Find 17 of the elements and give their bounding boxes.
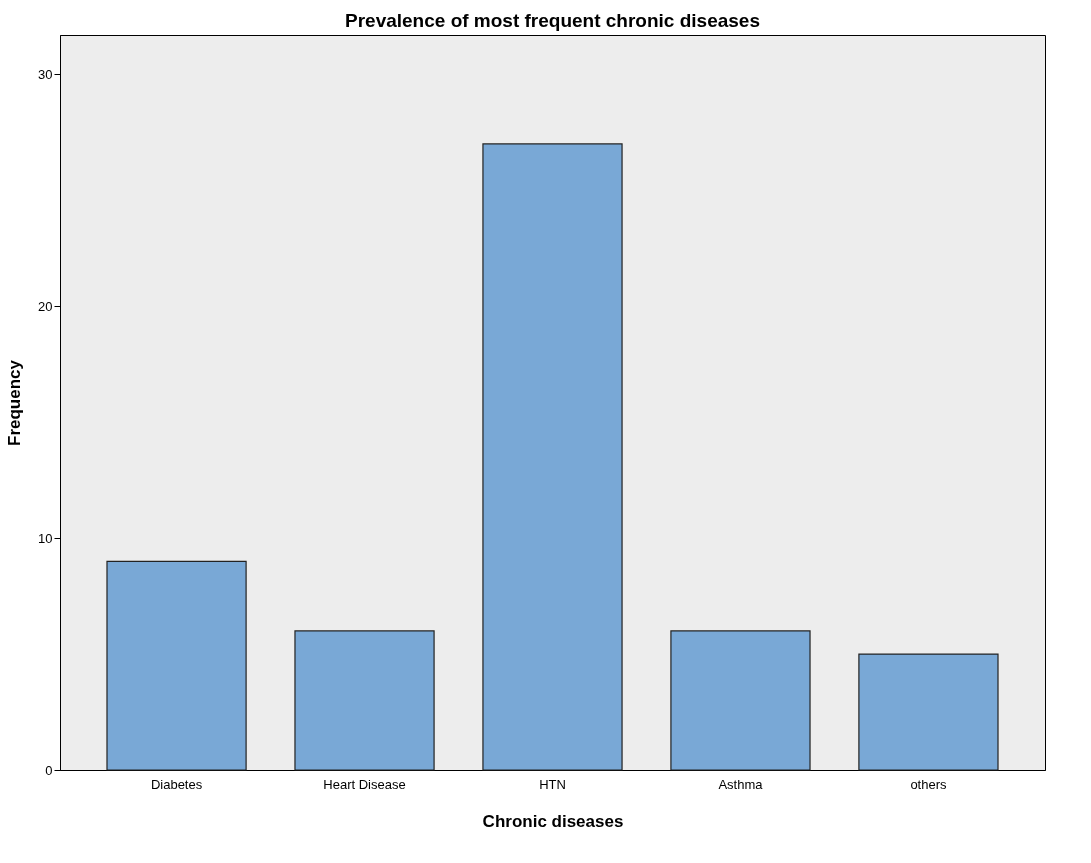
bar xyxy=(294,630,435,771)
bar xyxy=(482,143,623,771)
bar xyxy=(670,630,811,771)
y-tick-label: 20 xyxy=(38,298,53,314)
bar xyxy=(858,653,999,771)
x-tick-label: HTN xyxy=(539,776,566,792)
y-tick-label: 10 xyxy=(38,530,53,546)
x-tick-label: Diabetes xyxy=(150,776,203,792)
y-tick-label: 30 xyxy=(38,66,53,82)
bar xyxy=(106,560,247,771)
y-axis-title: Frequency xyxy=(5,359,25,446)
x-tick-label: Heart Disease xyxy=(323,776,406,792)
y-tick-label: 0 xyxy=(45,762,53,778)
chart-title: Prevalence of most frequent chronic diseases xyxy=(345,10,760,31)
x-axis-title: Chronic diseases xyxy=(482,811,624,831)
x-tick-label: others xyxy=(910,776,948,792)
x-tick-label: Asthma xyxy=(718,776,764,792)
